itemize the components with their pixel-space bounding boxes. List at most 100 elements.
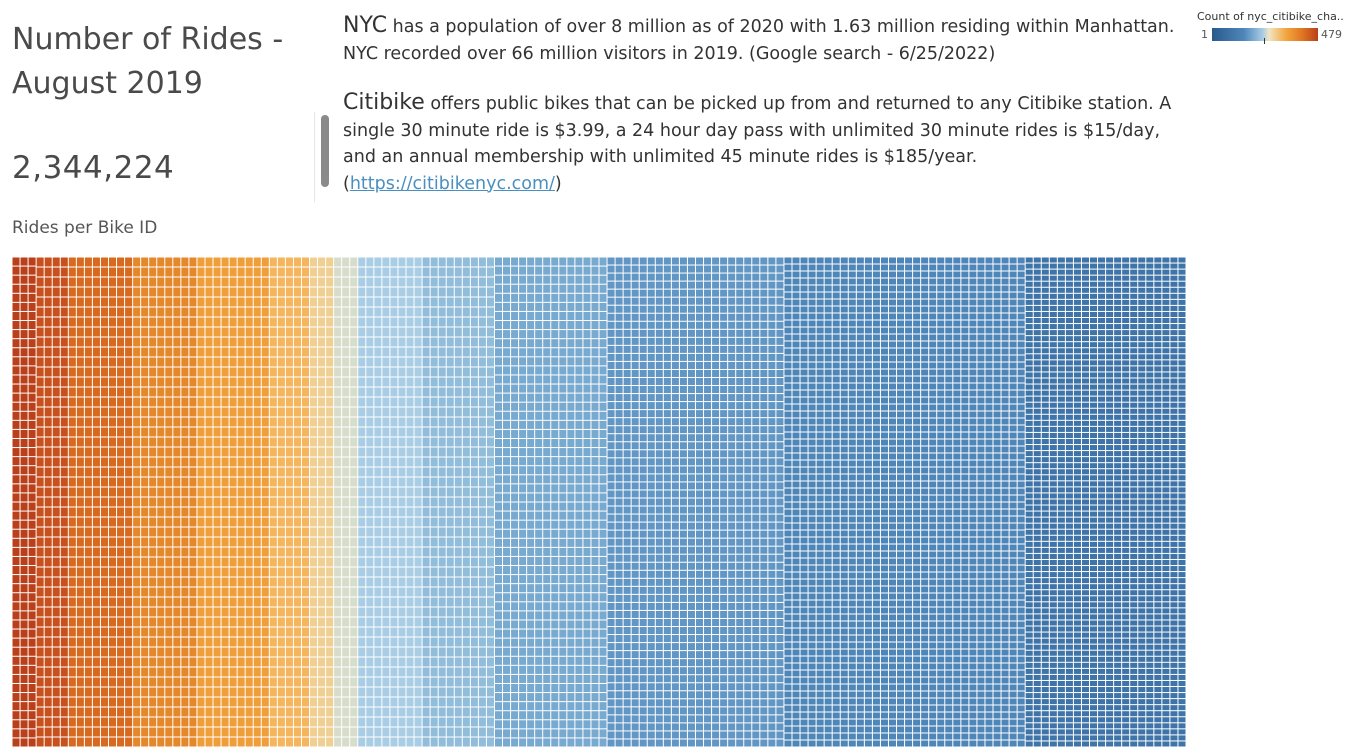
treemap-cell[interactable]	[342, 297, 350, 307]
treemap-cell[interactable]	[318, 677, 326, 687]
treemap-cell[interactable]	[503, 339, 511, 348]
treemap-cell[interactable]	[221, 367, 229, 377]
treemap-cell[interactable]	[374, 617, 382, 627]
treemap-cell[interactable]	[486, 617, 494, 627]
treemap-cell[interactable]	[366, 707, 374, 717]
treemap-cell[interactable]	[559, 284, 567, 293]
treemap-cell[interactable]	[519, 293, 527, 302]
treemap-cell[interactable]	[205, 647, 213, 657]
treemap-cell[interactable]	[237, 367, 245, 377]
treemap-cell[interactable]	[760, 386, 768, 394]
treemap-cell[interactable]	[237, 657, 245, 667]
treemap-cell[interactable]	[221, 577, 229, 587]
treemap-cell[interactable]	[470, 547, 478, 557]
treemap-cell[interactable]	[157, 697, 165, 707]
treemap-cell[interactable]	[486, 557, 494, 567]
treemap-cell[interactable]	[277, 457, 285, 467]
treemap-cell[interactable]	[326, 457, 334, 467]
treemap-cell[interactable]	[229, 657, 237, 667]
treemap-cell[interactable]	[318, 667, 326, 677]
treemap-cell[interactable]	[623, 691, 631, 699]
treemap-cell[interactable]	[687, 442, 695, 450]
treemap-cell[interactable]	[165, 387, 173, 397]
treemap-cell[interactable]	[189, 607, 197, 617]
treemap-cell[interactable]	[591, 321, 599, 330]
treemap-cell[interactable]	[374, 357, 382, 367]
treemap-cell[interactable]	[92, 737, 100, 747]
treemap-cell[interactable]	[559, 611, 567, 620]
treemap-cell[interactable]	[141, 507, 149, 517]
treemap-cell[interactable]	[28, 729, 36, 738]
treemap-cell[interactable]	[261, 547, 269, 557]
treemap-cell[interactable]	[655, 538, 663, 546]
treemap-cell[interactable]	[237, 427, 245, 437]
treemap-cell[interactable]	[205, 477, 213, 487]
treemap-cell[interactable]	[687, 369, 695, 377]
treemap-cell[interactable]	[511, 330, 519, 339]
treemap-cell[interactable]	[511, 593, 519, 602]
treemap-cell[interactable]	[318, 537, 326, 547]
treemap-cell[interactable]	[752, 546, 760, 554]
treemap-cell[interactable]	[52, 507, 60, 517]
treemap-cell[interactable]	[567, 438, 575, 448]
treemap-cell[interactable]	[277, 727, 285, 737]
treemap-cell[interactable]	[165, 657, 173, 667]
treemap-cell[interactable]	[237, 727, 245, 737]
treemap-cell[interactable]	[551, 647, 559, 656]
treemap-cell[interactable]	[519, 339, 527, 348]
treemap-cell[interactable]	[543, 321, 551, 330]
treemap-cell[interactable]	[535, 702, 543, 711]
treemap-cell[interactable]	[52, 577, 60, 587]
treemap-cell[interactable]	[342, 687, 350, 697]
treemap-cell[interactable]	[438, 477, 446, 487]
treemap-cell[interactable]	[149, 507, 157, 517]
treemap-cell[interactable]	[695, 618, 704, 627]
treemap-cell[interactable]	[623, 618, 631, 627]
treemap-cell[interactable]	[470, 737, 478, 747]
treemap-cell[interactable]	[221, 517, 229, 527]
treemap-cell[interactable]	[446, 537, 454, 547]
treemap-cell[interactable]	[494, 711, 503, 720]
treemap-cell[interactable]	[671, 337, 679, 345]
treemap-cell[interactable]	[591, 593, 599, 602]
treemap-cell[interactable]	[623, 418, 631, 426]
treemap-cell[interactable]	[486, 417, 494, 427]
treemap-cell[interactable]	[36, 277, 44, 287]
treemap-cell[interactable]	[117, 317, 125, 327]
treemap-cell[interactable]	[615, 506, 623, 514]
treemap-cell[interactable]	[647, 514, 655, 522]
treemap-cell[interactable]	[366, 637, 374, 647]
treemap-cell[interactable]	[679, 474, 687, 482]
treemap-cell[interactable]	[478, 577, 486, 587]
treemap-cell[interactable]	[60, 727, 68, 737]
treemap-cell[interactable]	[117, 687, 125, 697]
treemap-cell[interactable]	[205, 567, 213, 577]
treemap-cell[interactable]	[350, 587, 358, 597]
treemap-cell[interactable]	[527, 448, 535, 457]
treemap-cell[interactable]	[374, 387, 382, 397]
treemap-cell[interactable]	[527, 475, 535, 484]
treemap-cell[interactable]	[108, 557, 117, 567]
treemap-cell[interactable]	[44, 347, 52, 357]
treemap-cell[interactable]	[133, 347, 141, 357]
treemap-cell[interactable]	[583, 720, 591, 729]
treemap-cell[interactable]	[631, 345, 639, 353]
treemap-cell[interactable]	[519, 611, 527, 620]
treemap-cell[interactable]	[503, 602, 511, 611]
treemap-cell[interactable]	[695, 418, 704, 426]
treemap-cell[interactable]	[221, 257, 229, 267]
treemap-cell[interactable]	[310, 587, 318, 597]
treemap-cell[interactable]	[28, 556, 36, 566]
treemap-cell[interactable]	[133, 397, 141, 407]
treemap-cell[interactable]	[382, 587, 390, 597]
treemap-cell[interactable]	[438, 267, 446, 277]
treemap-cell[interactable]	[60, 577, 68, 587]
treemap-cell[interactable]	[366, 507, 374, 517]
treemap-cell[interactable]	[687, 313, 695, 321]
treemap-cell[interactable]	[293, 547, 301, 557]
treemap-cell[interactable]	[44, 397, 52, 407]
treemap-cell[interactable]	[583, 348, 591, 357]
treemap-cell[interactable]	[454, 347, 462, 357]
treemap-cell[interactable]	[406, 697, 414, 707]
treemap-cell[interactable]	[92, 587, 100, 597]
